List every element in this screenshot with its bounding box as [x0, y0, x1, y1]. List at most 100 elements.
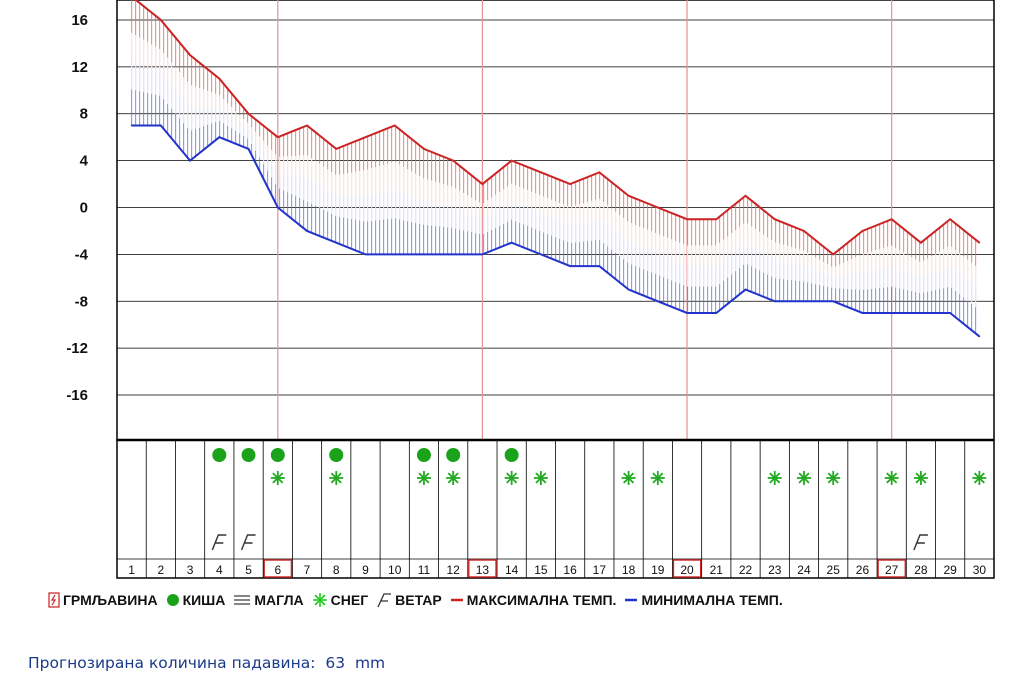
precipitation-label: Прогнозирана количина падавина: [28, 654, 316, 672]
day-columns [145, 440, 966, 578]
legend-max: МАКСИМАЛНА ТЕМП. [450, 592, 617, 608]
day-label: 2 [158, 563, 165, 577]
day-label: 16 [563, 563, 577, 577]
day-label: 6 [274, 563, 281, 577]
snow-stroke [886, 472, 898, 484]
snow-stroke [506, 472, 518, 484]
legend-max-label: МАКСИМАЛНА ТЕМП. [466, 592, 617, 608]
day-label: 1 [128, 563, 135, 577]
y-tick-label: 12 [71, 59, 88, 76]
min-temp-point [832, 300, 835, 303]
max-temp-point [218, 77, 221, 80]
max-temp-line-icon [450, 598, 463, 602]
min-temp-point [861, 312, 864, 314]
highlighted-day-box [263, 559, 293, 578]
day-label: 15 [534, 563, 548, 577]
max-temp-point [481, 183, 484, 185]
snow-stroke [915, 472, 927, 484]
max-temp-point [510, 159, 513, 162]
max-temp-point [978, 241, 981, 244]
max-temp-point [276, 136, 279, 138]
legend-wind-label: ВЕТАР [395, 592, 442, 608]
snow-stroke [652, 472, 664, 484]
day-labels: 1 2 3 4 5 6 7 8 9 10 11 12 13 14 15 16 17 18 19 20 21 22 23 24 2… [128, 559, 987, 578]
day-label: 14 [505, 563, 519, 577]
max-temp-point [189, 54, 191, 56]
y-tick-label: 8 [80, 106, 88, 123]
min-temp-points [130, 124, 981, 338]
rain-dot-icon [166, 594, 179, 606]
min-temp-point [160, 124, 162, 127]
day-label: 25 [827, 563, 841, 577]
snow-stroke [827, 472, 839, 484]
snow-icon [329, 471, 344, 485]
day-label: 18 [622, 563, 636, 577]
legend-snow: СНЕГ [312, 592, 369, 608]
min-temp-point [510, 241, 513, 244]
min-temp-point [978, 335, 981, 338]
snow-icon [767, 471, 782, 485]
snow-stroke [973, 472, 985, 484]
snow-stroke [272, 472, 284, 484]
day-label: 10 [388, 563, 402, 577]
snow-stroke [418, 472, 430, 484]
precipitation-unit: mm [354, 654, 386, 672]
legend-wind: ВЕТАР [376, 592, 442, 608]
y-tick-label: 16 [71, 12, 88, 29]
precipitation-value: 63 [325, 654, 346, 672]
snow-icon [884, 471, 899, 485]
wind-icon [377, 593, 392, 608]
y-tick-label: 0 [80, 200, 88, 217]
snow-stroke [769, 472, 781, 484]
legend-thunder-label: ГРМЉАВИНА [63, 592, 158, 608]
max-temp-point [247, 112, 250, 115]
y-tick-labels: 16 12 8 4 0 -4 -8 -12 -16 [66, 12, 88, 404]
day-label: 21 [710, 563, 724, 577]
day-label: 3 [187, 563, 194, 577]
rain-dot-icon [212, 448, 227, 462]
min-temp-point [686, 312, 688, 314]
day-label: 8 [333, 563, 340, 577]
min-temp-point [744, 288, 747, 291]
min-temp-point [276, 206, 279, 209]
min-temp-point [569, 265, 571, 267]
legend-snow-label: СНЕГ [330, 592, 369, 608]
min-temp-point [247, 148, 250, 150]
max-temp-point [715, 218, 718, 221]
min-temp-point [803, 300, 805, 303]
snow-icon [650, 471, 665, 485]
snow-icon [504, 471, 519, 485]
rain-markers [212, 448, 519, 462]
max-temp-point [803, 230, 805, 232]
max-temp-point [598, 171, 601, 174]
day-label: 5 [245, 563, 252, 577]
snow-stroke [623, 472, 635, 484]
max-temp-point [393, 124, 396, 127]
rain-dot-icon [504, 448, 519, 462]
day-label: 28 [914, 563, 928, 577]
legend: ГРМЉАВИНА КИША МАГЛА СНЕГ ВЕТАР МАКСИМАЛ… [48, 590, 791, 610]
max-temp-point [949, 218, 951, 221]
wind-icon [240, 534, 256, 551]
wind-icon [211, 534, 227, 551]
snow-icon [826, 471, 841, 485]
snow-icon [270, 471, 285, 485]
min-temp-point [627, 288, 630, 291]
max-temp-point [160, 19, 162, 21]
y-tick-label: -4 [75, 246, 89, 263]
day-label: 30 [973, 563, 987, 577]
day-label: 19 [651, 563, 665, 577]
min-temp-point [306, 230, 308, 232]
max-temp-point [364, 136, 367, 138]
min-temp-line [131, 124, 981, 338]
rain-dot-icon [241, 448, 256, 462]
wind-icon [913, 534, 928, 551]
max-temp-point [890, 218, 893, 221]
min-temp-point [393, 253, 396, 256]
day-label: 12 [447, 563, 461, 577]
highlighted-day-box [877, 559, 906, 578]
max-temp-point [744, 194, 747, 197]
y-tick-label: -8 [75, 293, 88, 310]
snow-icon [416, 471, 431, 485]
legend-fog: МАГЛА [233, 592, 304, 608]
